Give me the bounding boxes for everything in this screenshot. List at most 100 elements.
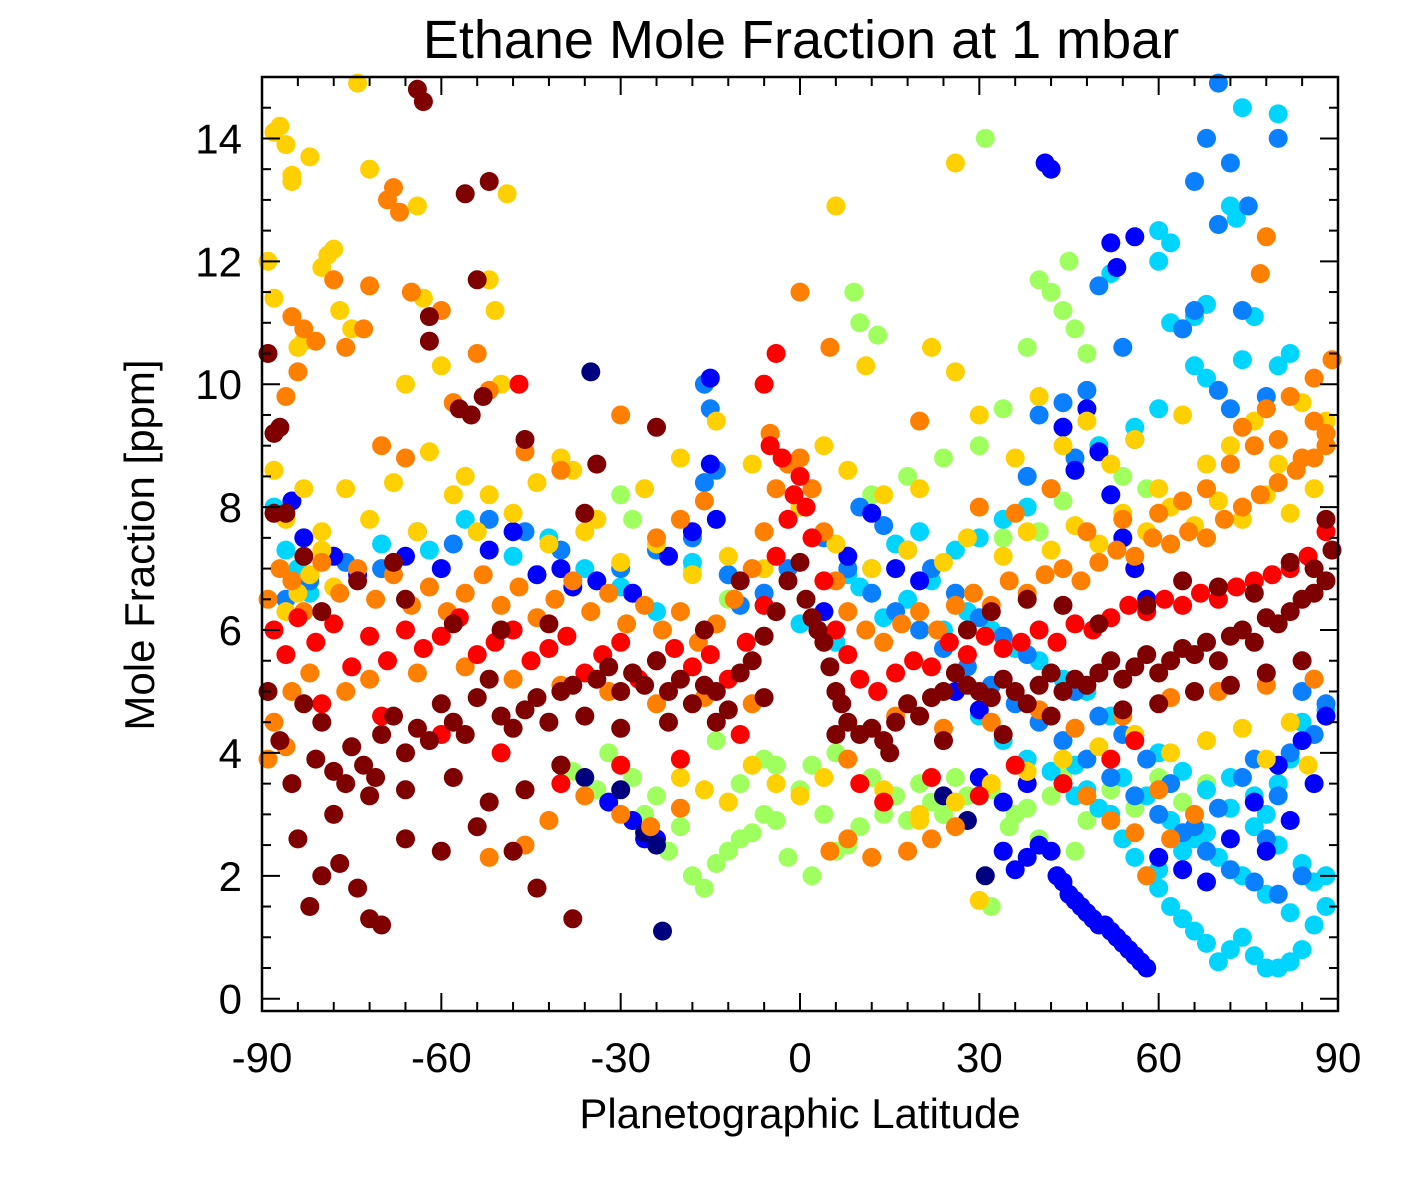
data-point (461, 405, 481, 425)
data-point (599, 583, 619, 603)
data-point (820, 337, 840, 357)
data-point (898, 841, 918, 861)
data-point (1316, 509, 1336, 529)
data-point (1185, 356, 1204, 376)
data-point (1041, 479, 1061, 499)
data-point (491, 706, 511, 726)
data-point (945, 595, 965, 615)
data-point (1071, 571, 1091, 591)
data-point (1197, 528, 1216, 548)
data-point (659, 712, 678, 732)
data-point (1191, 583, 1210, 603)
data-point (957, 528, 977, 548)
data-point (264, 288, 284, 308)
data-point (700, 454, 720, 474)
data-point (694, 620, 714, 640)
data-point (551, 755, 571, 775)
data-point (796, 497, 816, 517)
data-point (1173, 860, 1193, 880)
data-point (766, 479, 786, 499)
data-point (742, 823, 762, 843)
data-point (1208, 491, 1228, 511)
data-point (396, 620, 415, 640)
data-point (1268, 454, 1288, 474)
data-point (1065, 319, 1085, 339)
data-point (1244, 632, 1264, 652)
data-point (575, 786, 595, 806)
data-point (682, 657, 702, 677)
data-point (1292, 940, 1312, 960)
data-point (1316, 897, 1336, 916)
data-point (419, 731, 439, 751)
data-point (1316, 706, 1336, 726)
data-point (527, 473, 547, 493)
data-point (1262, 565, 1282, 585)
data-point (276, 540, 296, 560)
data-point (993, 639, 1013, 658)
data-point (742, 651, 762, 671)
data-point (1053, 595, 1073, 615)
data-point (1017, 798, 1037, 818)
data-point (1173, 761, 1193, 781)
data-point (1238, 196, 1258, 216)
data-point (443, 614, 463, 634)
data-point (479, 540, 499, 560)
y-tick-label: 0 (219, 976, 242, 1023)
data-point (1232, 497, 1252, 517)
data-point (1280, 903, 1300, 923)
data-point (1125, 786, 1145, 806)
data-point (922, 337, 941, 357)
data-point (1268, 356, 1288, 376)
data-point (1173, 319, 1193, 339)
data-point (276, 387, 296, 406)
data-point (969, 786, 989, 806)
data-point (360, 276, 380, 296)
data-point (306, 331, 326, 351)
data-point (1005, 860, 1025, 880)
data-point (336, 682, 356, 701)
data-point (509, 577, 529, 597)
data-point (730, 663, 750, 683)
data-point (1089, 798, 1109, 818)
data-point (653, 620, 672, 640)
data-point (521, 651, 541, 671)
data-point (599, 743, 619, 763)
data-point (1268, 614, 1288, 634)
data-point (1197, 731, 1216, 751)
data-point (503, 718, 523, 738)
data-point (790, 448, 810, 468)
data-point (922, 829, 941, 849)
data-point (862, 559, 882, 579)
data-point (575, 559, 595, 579)
data-point (1005, 503, 1025, 523)
y-tick-label: 2 (219, 853, 242, 900)
data-point (957, 645, 977, 665)
data-point (975, 866, 995, 886)
data-point (306, 749, 326, 769)
data-point (431, 626, 451, 646)
data-point (1041, 663, 1061, 683)
data-point (1280, 602, 1300, 622)
data-point (1029, 620, 1049, 640)
data-point (790, 786, 810, 806)
data-point (401, 282, 421, 302)
data-point (1077, 811, 1097, 830)
data-point (802, 866, 822, 886)
data-point (384, 706, 403, 726)
data-point (1143, 528, 1163, 548)
data-point (1250, 264, 1270, 284)
data-point (670, 798, 690, 818)
data-point (1185, 301, 1204, 320)
data-point (1089, 552, 1109, 572)
data-point (1137, 958, 1157, 978)
data-point (790, 552, 810, 572)
data-point (1017, 589, 1037, 609)
data-point (354, 755, 374, 775)
data-point (659, 682, 678, 701)
data-point (1173, 909, 1193, 929)
data-point (874, 485, 894, 505)
data-point (838, 602, 858, 622)
data-point (700, 645, 720, 665)
data-point (999, 571, 1019, 591)
data-point (330, 583, 350, 603)
